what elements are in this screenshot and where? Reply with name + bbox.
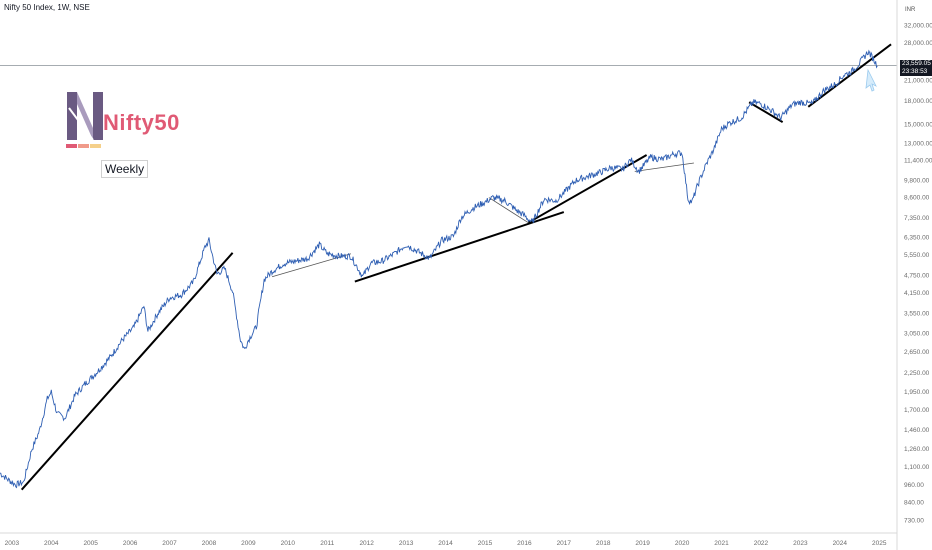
y-tick-label: 6,350.00 <box>904 234 930 241</box>
y-tick-label: 1,100.00 <box>904 464 930 471</box>
x-tick-label: 2010 <box>281 540 296 547</box>
x-tick-label: 2009 <box>241 540 256 547</box>
trendline-thick <box>748 101 784 123</box>
x-tick-label: 2020 <box>675 540 690 547</box>
x-tick-label: 2008 <box>202 540 217 547</box>
logo-text: Nifty50 <box>103 110 180 135</box>
x-tick-label: 2022 <box>754 540 769 547</box>
x-tick-label: 2004 <box>44 540 59 547</box>
x-tick-label: 2018 <box>596 540 611 547</box>
symbol-title: Nifty 50 Index, 1W, NSE <box>4 3 90 12</box>
y-tick-label: 1,460.00 <box>904 427 930 434</box>
y-tick-label: 3,050.00 <box>904 330 930 337</box>
x-tick-label: 2013 <box>399 540 414 547</box>
y-tick-label: 9,800.00 <box>904 177 930 184</box>
y-tick-label: 8,600.00 <box>904 195 930 202</box>
price-series <box>0 49 878 489</box>
x-tick-label: 2014 <box>438 540 453 547</box>
trendline-thick <box>527 154 648 224</box>
y-tick-label: 4,150.00 <box>904 290 930 297</box>
x-tick-label: 2006 <box>123 540 138 547</box>
x-tick-label: 2005 <box>83 540 98 547</box>
x-tick-label: 2017 <box>557 540 572 547</box>
x-tick-label: 2021 <box>714 540 729 547</box>
y-tick-label: 32,000.00 <box>904 22 932 29</box>
x-tick-label: 2025 <box>872 540 887 547</box>
y-tick-label: 2,650.00 <box>904 349 930 356</box>
y-tick-label: 1,950.00 <box>904 389 930 396</box>
x-tick-label: 2003 <box>5 540 20 547</box>
logo-bar-1 <box>66 144 77 148</box>
x-tick-label: 2015 <box>478 540 493 547</box>
y-tick-label: 730.00 <box>904 518 924 525</box>
y-tick-label: 21,000.00 <box>904 78 932 85</box>
x-tick-label: 2024 <box>833 540 848 547</box>
x-tick-label: 2012 <box>359 540 374 547</box>
y-tick-label: 2,250.00 <box>904 370 930 377</box>
y-tick-label: 1,260.00 <box>904 446 930 453</box>
trendline-thick <box>20 252 234 491</box>
y-tick-label: 4,750.00 <box>904 272 930 279</box>
cursor-icon <box>865 68 877 92</box>
y-tick-label: 3,550.00 <box>904 310 930 317</box>
y-tick-label: 11,400.00 <box>904 158 932 165</box>
logo-bar-2 <box>78 144 89 148</box>
y-tick-label: 840.00 <box>904 499 924 506</box>
y-tick-label: 7,350.00 <box>904 215 930 222</box>
price-series-line <box>0 49 878 489</box>
y-tick-label: 15,000.00 <box>904 122 932 129</box>
y-tick-label: 13,000.00 <box>904 140 932 147</box>
current-price-label: 23,559.05 23:38:53 <box>900 59 932 76</box>
currency-label: INR <box>905 7 916 13</box>
timeframe-badge: Weekly <box>101 160 149 178</box>
trendline-thick <box>807 43 892 108</box>
trendline-thin <box>634 162 694 172</box>
x-tick-label: 2007 <box>162 540 177 547</box>
trendline-thick <box>354 211 565 283</box>
y-tick-label: 5,550.00 <box>904 252 930 259</box>
x-tick-label: 2011 <box>320 540 334 547</box>
x-axis: 2003 2004 2005 2006 2007 2008 2009 2010 2011 2012… <box>5 540 887 547</box>
logo-bar-3 <box>90 144 101 148</box>
x-tick-label: 2019 <box>635 540 650 547</box>
x-tick-label: 2023 <box>793 540 808 547</box>
y-tick-label: 1,700.00 <box>904 407 930 414</box>
trendline-thin <box>488 197 529 224</box>
y-tick-label: 18,000.00 <box>904 98 932 105</box>
y-tick-label: 960.00 <box>904 482 924 489</box>
bar-countdown: 23:38:53 <box>902 67 928 75</box>
current-price: 23,559.05 <box>902 59 931 67</box>
x-tick-label: 2016 <box>517 540 532 547</box>
y-tick-label: 28,000.00 <box>904 40 932 47</box>
nifty-logo-icon <box>67 92 103 141</box>
